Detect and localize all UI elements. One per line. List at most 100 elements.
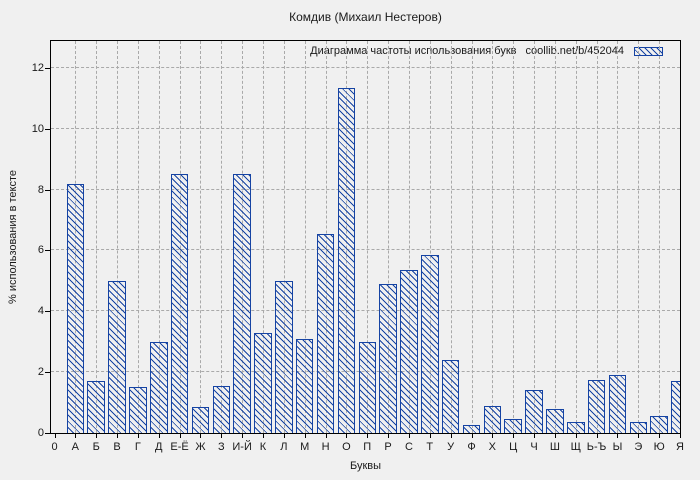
y-tick-label: 12 [31, 61, 44, 74]
x-tick-mark [659, 434, 661, 438]
bar-В [108, 280, 126, 433]
x-tick-label: Щ [570, 441, 581, 453]
x-tick-label: Р [384, 441, 392, 453]
x-tick-mark [117, 434, 119, 438]
bar-Ц [504, 419, 522, 433]
x-tick-label: П [363, 441, 372, 453]
x-tick-label: Ж [195, 441, 206, 453]
gridline-vertical [471, 41, 473, 433]
gridline-vertical [575, 41, 577, 433]
bar-Д [150, 341, 168, 433]
bar-Л [275, 280, 293, 433]
x-tick-label: Ц [509, 441, 518, 453]
x-tick-label: Г [134, 441, 141, 453]
gridline-vertical [680, 41, 681, 433]
x-tick-mark [221, 434, 223, 438]
x-tick-label: М [300, 441, 310, 453]
gridline-vertical [429, 41, 431, 433]
x-tick-mark [158, 434, 160, 438]
bar-Ы [608, 375, 627, 433]
x-tick-mark [325, 434, 327, 438]
x-tick-mark [680, 434, 681, 438]
bar-Ш [546, 408, 564, 433]
page-title: Комдив (Михаил Нестеров) [289, 10, 442, 24]
bar-Р [379, 283, 397, 433]
x-tick-mark [575, 434, 577, 438]
bar-А [66, 183, 85, 433]
x-tick-label: Ю [653, 441, 665, 453]
gridline-vertical [408, 41, 410, 433]
x-tick-label: В [113, 441, 121, 453]
bar-Ю [650, 416, 668, 433]
gridline-vertical [137, 41, 139, 433]
x-tick-mark [263, 434, 264, 438]
gridline-horizontal [51, 188, 680, 190]
x-tick-mark [534, 434, 536, 438]
gridline-vertical [221, 41, 223, 433]
x-tick-mark [137, 434, 139, 438]
x-tick-label: Ф [467, 441, 476, 453]
x-tick-mark [513, 434, 515, 438]
gridline-vertical [283, 41, 285, 433]
bar-Щ [567, 421, 585, 433]
x-tick-mark [75, 434, 77, 438]
gridline-vertical [158, 41, 160, 433]
x-tick-label: Н [321, 441, 330, 453]
x-tick-mark [471, 434, 473, 438]
x-tick-mark [96, 434, 98, 438]
bar-П [358, 341, 376, 433]
x-tick-label: Ш [549, 441, 560, 453]
x-tick-mark [492, 434, 494, 438]
gridline-vertical [638, 41, 640, 433]
plot-area: Диаграмма частоты использования букв coo… [50, 40, 681, 434]
bar-Г [129, 387, 147, 433]
gridline-vertical [304, 41, 306, 433]
y-tick-mark [45, 372, 50, 374]
bar-У [441, 360, 460, 433]
x-tick-mark [388, 434, 390, 438]
gridline-vertical [596, 41, 598, 433]
gridline-vertical [534, 41, 536, 433]
legend-label: Диаграмма частоты использования букв [310, 45, 517, 57]
x-tick-mark [429, 434, 431, 438]
bar-Я [671, 381, 680, 433]
x-tick-mark [638, 434, 640, 438]
gridline-vertical [450, 41, 452, 433]
bar-И-Й [233, 174, 251, 433]
gridline-vertical [367, 41, 369, 433]
gridline-horizontal [51, 127, 680, 129]
legend-source-link[interactable]: coollib.net/b/452044 [525, 45, 624, 57]
x-tick-label: О [342, 441, 351, 453]
gridline-vertical [388, 41, 390, 433]
y-tick-label: 0 [37, 427, 44, 439]
bar-М [295, 338, 314, 433]
x-tick-mark [450, 434, 452, 438]
x-tick-label: С [404, 441, 413, 453]
x-tick-mark [200, 434, 202, 438]
gridline-vertical [492, 41, 494, 433]
y-tick-mark [45, 250, 50, 252]
x-tick-mark [554, 434, 556, 438]
x-tick-mark [367, 434, 369, 438]
x-tick-mark [304, 434, 306, 438]
bar-Х [483, 405, 502, 433]
gridline-vertical [263, 41, 264, 433]
x-tick-label: 0 [51, 441, 58, 453]
gridline-horizontal [51, 310, 680, 312]
y-tick-mark [45, 67, 50, 69]
x-tick-label: Ч [530, 441, 538, 453]
y-tick-label: 10 [31, 122, 44, 135]
gridline-vertical [554, 41, 556, 433]
x-tick-mark [408, 434, 410, 438]
x-tick-label: Е-Ё [170, 441, 189, 453]
bar-Э [629, 422, 648, 433]
legend-hatch-swatch-icon [634, 46, 663, 56]
x-tick-label: Я [676, 441, 684, 453]
x-tick-label: Т [426, 441, 434, 453]
bar-З [212, 385, 231, 433]
y-tick-label: 4 [37, 305, 44, 318]
x-tick-label: У [447, 441, 455, 453]
x-tick-mark [346, 434, 348, 438]
x-tick-mark [283, 434, 285, 438]
